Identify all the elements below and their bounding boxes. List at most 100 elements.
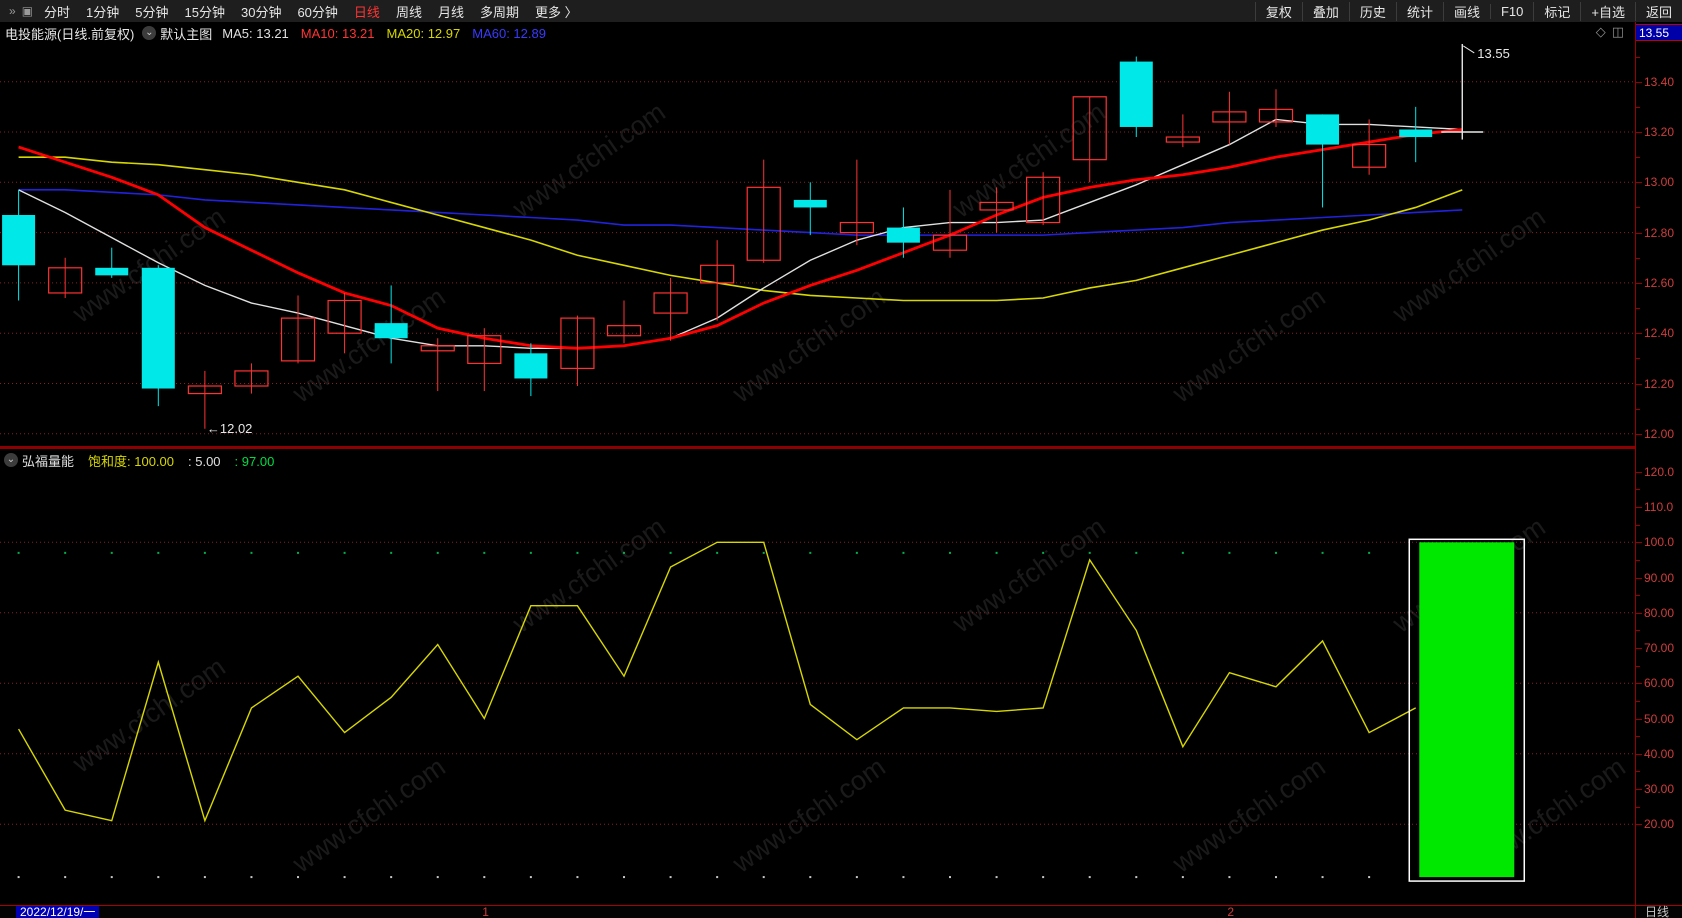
chart-corner-icons: ◇◫ (1596, 24, 1630, 40)
period-tab-30分钟[interactable]: 30分钟 (240, 4, 282, 20)
axis-tick-label: 110.0 (1644, 500, 1674, 515)
tool-button-历史[interactable]: 历史 (1348, 1, 1396, 21)
axis-tick-label: 12.60 (1644, 275, 1675, 290)
ma-label: MA20: 12.97 (386, 25, 461, 41)
tool-button-标记[interactable]: 标记 (1533, 1, 1580, 21)
ma-label: MA60: 12.89 (472, 25, 546, 41)
month-marker: 2 (1227, 905, 1235, 918)
tool-button-返回[interactable]: 返回 (1634, 1, 1682, 21)
tool-button-画线[interactable]: 画线 (1442, 1, 1490, 21)
axis-tick-label: 12.80 (1644, 225, 1675, 240)
axis-tick (1636, 257, 1640, 259)
axis-tick (1636, 559, 1640, 561)
indicator-value: : 5.00 (188, 453, 221, 469)
period-tab-更多 〉[interactable]: 更多 〉 (534, 4, 578, 20)
axis-tick (1636, 207, 1640, 209)
axis-tick-label: 40.00 (1644, 746, 1675, 761)
current-price-box: 13.55 (1636, 24, 1682, 41)
axis-tick-label: 30.00 (1644, 781, 1675, 796)
indicator-value: 饱和度: 100.00 (88, 453, 175, 469)
axis-tick (1636, 648, 1642, 650)
ma-label: MA10: 13.21 (300, 25, 375, 41)
axis-tick (1636, 358, 1640, 360)
period-toolbar: » ▣ 分时 1分钟 5分钟 15分钟 30分钟 60分钟 日线 周线 月线 多周期 更多 〉 复权 叠加… (0, 0, 1682, 23)
tool-button-+自选[interactable]: +自选 (1580, 1, 1635, 21)
period-tab-周线[interactable]: 周线 (395, 4, 422, 20)
main-chart-plot[interactable]: ←12.02 13.55 (0, 22, 1635, 446)
period-tab-分时[interactable]: 分时 (44, 4, 71, 20)
axis-tick (1636, 383, 1642, 385)
axis-tick (1636, 408, 1640, 410)
axis-tick-label: 90.00 (1644, 570, 1675, 585)
axis-tick (1636, 736, 1640, 738)
axis-tick-label: 13.00 (1644, 175, 1675, 190)
axis-tick (1636, 182, 1642, 184)
period-tab-多周期[interactable]: 多周期 (479, 4, 519, 20)
stock-title: 电投能源(日线.前复权) (5, 26, 135, 42)
period-tab-日线[interactable]: 日线 (353, 4, 380, 20)
main-legend-row: 电投能源(日线.前复权) ⌄ 默认主图 MA5: 13.21 MA10: 13.2… (0, 22, 1635, 44)
back-collapse-icon[interactable]: » (9, 4, 16, 18)
month-marker: 1 (482, 905, 489, 918)
sub-indicator-header: ⌄ 弘福量能 饱和度: 100.00: 5.00: 97.00 (0, 450, 1635, 470)
period-tab-5分钟[interactable]: 5分钟 (135, 4, 169, 20)
period-tab-60分钟[interactable]: 60分钟 (297, 4, 338, 20)
axis-tick-label: 12.00 (1644, 426, 1675, 441)
axis-tick (1636, 824, 1642, 826)
tool-button-F10[interactable]: F10 (1489, 3, 1533, 19)
axis-tick (1636, 630, 1640, 632)
view-mode-label[interactable]: 默认主图 (160, 26, 213, 42)
axis-tick (1636, 81, 1642, 83)
time-axis-bar: 2022/12/19/一 日线 1 2 (0, 905, 1682, 918)
axis-tick (1636, 595, 1640, 597)
sub-chart-plot[interactable] (0, 470, 1635, 905)
axis-tick (1636, 577, 1642, 579)
panel-divider[interactable] (0, 446, 1635, 449)
axis-tick (1636, 788, 1642, 790)
axis-tick (1636, 471, 1642, 473)
axis-tick (1636, 106, 1640, 108)
axis-tick-label: 13.20 (1644, 125, 1675, 139)
axis-tick (1636, 683, 1642, 685)
diamond-icon[interactable]: ◇ (1595, 24, 1612, 39)
axis-tick (1636, 665, 1640, 667)
axis-tick (1636, 542, 1642, 544)
period-tab-月线[interactable]: 月线 (437, 4, 464, 20)
price-axis: 13.55 13.40 13.20 13.00 12.80 12.60 12.40 12.2… (1635, 22, 1682, 905)
period-tab-15分钟[interactable]: 15分钟 (184, 4, 225, 20)
axis-tick (1636, 507, 1642, 509)
tool-button-叠加[interactable]: 叠加 (1301, 1, 1349, 21)
axis-tick (1636, 700, 1640, 702)
axis-tick-label: 80.00 (1644, 605, 1675, 620)
date-label: 2022/12/19/一 (16, 906, 100, 918)
ma-legend: MA5: 13.21 MA10: 13.21 MA20: 12.97 MA60: 12… (222, 26, 558, 41)
chevron-down-icon[interactable]: ⌄ (142, 26, 157, 40)
split-window-icon[interactable]: ◫ (1611, 24, 1630, 39)
axis-tick-label: 12.20 (1644, 376, 1675, 391)
indicator-values: 饱和度: 100.00: 5.00: 97.00 (88, 451, 288, 470)
axis-tick (1636, 282, 1642, 284)
axis-tick (1636, 232, 1642, 234)
period-tab-1分钟[interactable]: 1分钟 (86, 4, 120, 20)
axis-tick (1636, 524, 1640, 526)
chevron-down-icon[interactable]: ⌄ (4, 453, 18, 467)
axis-tick-label: 13.40 (1644, 74, 1675, 89)
panel-icon[interactable]: ▣ (21, 4, 34, 18)
axis-tick-label: 60.00 (1644, 676, 1675, 691)
tool-button-复权[interactable]: 复权 (1254, 1, 1302, 21)
axis-tick (1636, 771, 1640, 773)
period-indicator: 日线 (1645, 905, 1670, 918)
tool-button-统计[interactable]: 统计 (1395, 1, 1443, 21)
ma-label: MA5: 13.21 (222, 25, 289, 41)
axis-tick (1636, 56, 1640, 58)
svg-text:←12.02: ←12.02 (207, 421, 253, 436)
axis-tick (1636, 753, 1642, 755)
indicator-name[interactable]: 弘福量能 (22, 453, 75, 469)
tool-buttons: 复权 叠加 历史 统计 画线 F10 标记 +自选 返回 (1254, 0, 1682, 22)
axis-tick (1636, 612, 1642, 614)
axis-tick (1636, 718, 1642, 720)
axis-tick-label: 70.00 (1644, 641, 1675, 656)
axis-tick (1636, 157, 1640, 159)
axis-tick-label: 100.0 (1644, 535, 1675, 550)
